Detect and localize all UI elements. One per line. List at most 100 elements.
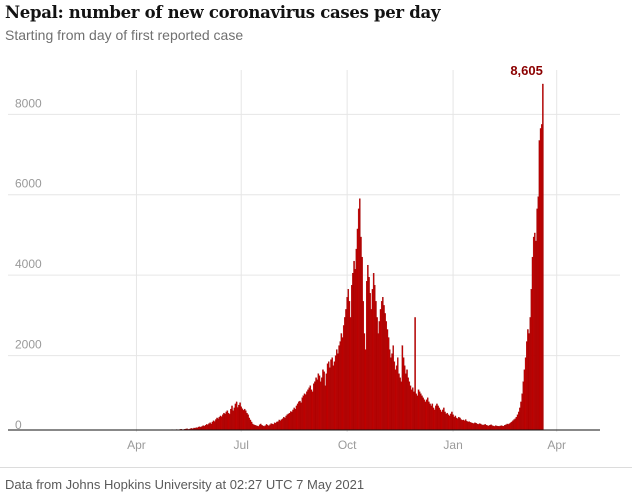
data-bar: [309, 385, 312, 431]
data-bar: [536, 208, 538, 431]
data-bar: [306, 391, 308, 431]
data-bar: [406, 369, 408, 431]
data-bar: [357, 208, 360, 431]
data-bar: [467, 421, 469, 431]
x-tick-label: Oct: [338, 438, 357, 452]
data-bar: [391, 353, 393, 431]
data-bar: [524, 357, 527, 431]
data-bar: [399, 377, 401, 431]
data-bar: [418, 391, 421, 431]
data-bar: [345, 309, 347, 431]
data-bar: [392, 345, 394, 431]
data-bar: [447, 414, 450, 431]
data-bar: [427, 397, 429, 431]
data-bar: [408, 381, 411, 431]
data-bar: [451, 411, 453, 431]
data-bar: [340, 333, 343, 431]
data-bar: [334, 355, 337, 431]
data-bar: [483, 424, 485, 431]
data-bar: [452, 414, 454, 431]
data-bar: [325, 373, 328, 431]
data-bar: [303, 393, 306, 431]
data-bar: [258, 424, 261, 431]
data-bar: [416, 395, 419, 431]
data-bar: [317, 373, 320, 431]
data-bar: [269, 424, 271, 431]
data-bar: [281, 418, 284, 431]
data-bar: [215, 419, 217, 431]
data-bar: [497, 426, 499, 431]
data-bar: [428, 401, 430, 431]
data-bar: [382, 297, 384, 431]
data-bar: [440, 411, 443, 431]
data-bar: [475, 423, 477, 431]
data-bar: [314, 381, 316, 431]
data-bar: [412, 387, 414, 431]
data-bar: [293, 407, 295, 431]
data-bar: [498, 426, 500, 431]
data-bar: [354, 269, 356, 431]
data-bar: [409, 385, 412, 431]
data-bar: [201, 426, 203, 431]
data-bar: [307, 389, 309, 431]
data-bar: [369, 293, 371, 431]
data-bar: [327, 361, 330, 431]
data-bar: [228, 414, 231, 431]
data-bar: [341, 337, 344, 431]
data-bar: [287, 413, 290, 431]
data-bar: [321, 377, 323, 431]
data-bar: [222, 414, 224, 431]
data-bar: [423, 399, 426, 431]
data-bar: [336, 349, 338, 431]
data-bar: [348, 301, 351, 431]
data-bar: [346, 297, 348, 431]
data-bar: [471, 423, 474, 431]
data-bar: [508, 423, 511, 431]
data-bar: [499, 425, 502, 431]
data-bar: [226, 410, 229, 431]
data-bar: [469, 422, 472, 431]
source-note: Data from Johns Hopkins University at 02…: [5, 477, 365, 492]
data-bar: [313, 383, 315, 431]
data-bar: [368, 277, 370, 431]
data-bar: [417, 389, 420, 431]
data-bar: [456, 418, 459, 431]
data-bar: [450, 413, 452, 431]
data-bar: [439, 409, 442, 431]
data-bar: [476, 423, 478, 431]
data-bar: [380, 301, 383, 431]
data-bar: [461, 420, 464, 431]
data-bar: [484, 424, 487, 431]
y-tick-label: 0: [15, 418, 22, 432]
data-bar: [212, 420, 215, 431]
data-bar: [488, 425, 490, 431]
data-bar: [300, 402, 302, 431]
data-bar: [260, 423, 262, 431]
data-bar: [372, 273, 375, 431]
data-bar: [250, 421, 253, 431]
y-tick-label: 8000: [15, 96, 42, 110]
data-bar: [266, 425, 269, 431]
data-bar: [264, 425, 267, 431]
data-bar: [352, 273, 354, 431]
data-bar: [210, 423, 213, 431]
data-bar: [435, 405, 437, 431]
data-bar: [220, 416, 223, 431]
data-bar: [479, 423, 482, 431]
data-bar: [407, 377, 409, 431]
data-bar: [241, 408, 244, 431]
data-bar: [526, 341, 528, 431]
data-bar: [521, 393, 523, 431]
data-bar: [249, 419, 252, 431]
data-bar: [247, 414, 249, 431]
data-bar: [268, 425, 270, 431]
data-bar: [393, 361, 396, 431]
data-bar: [299, 400, 301, 431]
data-bar: [257, 426, 260, 431]
data-bar: [513, 419, 515, 431]
data-bar: [509, 422, 512, 431]
data-bar: [390, 357, 392, 431]
data-bar: [477, 424, 480, 431]
data-bar: [505, 424, 507, 431]
data-bar: [318, 375, 321, 431]
